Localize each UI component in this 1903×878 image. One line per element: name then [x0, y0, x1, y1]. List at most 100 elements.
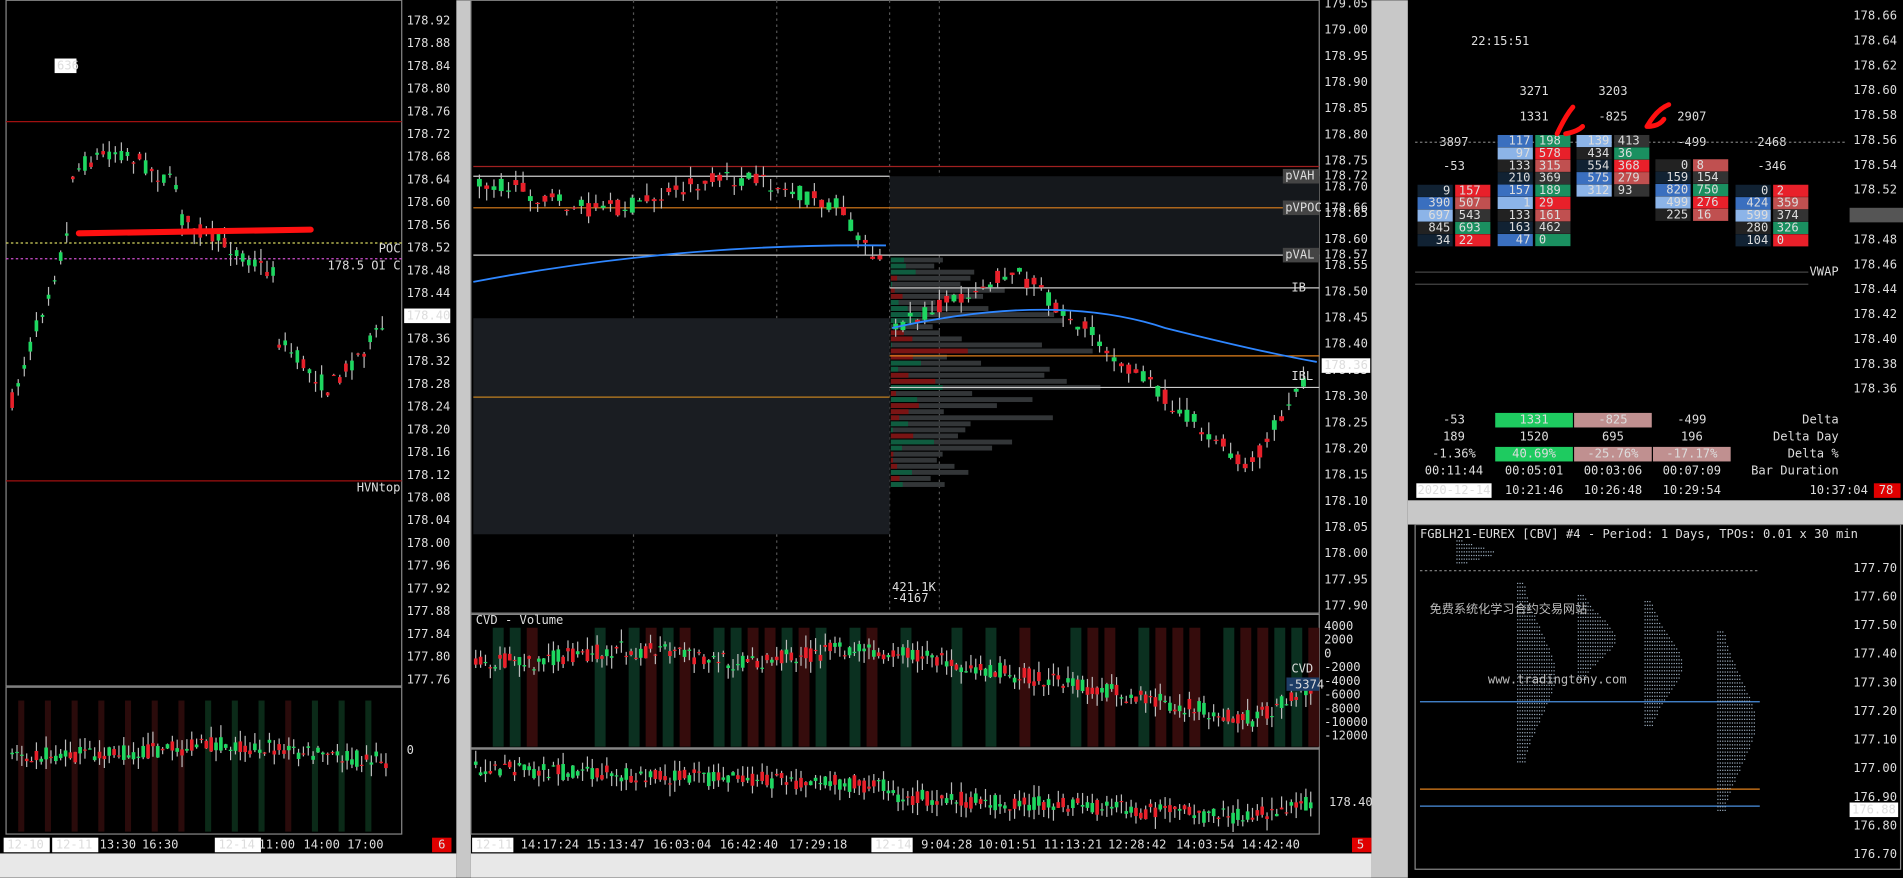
tpo-dot: [1741, 722, 1743, 724]
candle: [1056, 802, 1061, 808]
candle: [855, 235, 861, 241]
tpo-dot: [1722, 722, 1724, 724]
candle: [842, 655, 847, 657]
tpo-dot: [1526, 677, 1528, 679]
tpo-dot: [1654, 695, 1656, 697]
tpo-dot: [1731, 747, 1734, 750]
tpo-dot: [1719, 704, 1721, 706]
candle: [760, 174, 766, 177]
time-label: 14:17:24: [521, 837, 579, 851]
tpo-dot: [1656, 666, 1658, 668]
tpo-dot: [1597, 660, 1599, 662]
tpo-dot: [1543, 684, 1545, 686]
highlight-box: [1455, 209, 1491, 222]
tpo-dot: [1646, 717, 1649, 719]
candle: [622, 209, 628, 211]
tpo-dot: [1589, 667, 1592, 669]
highlight-box: [1614, 134, 1650, 148]
highlight-box: [1574, 412, 1652, 428]
tpo-dot: [1531, 630, 1533, 632]
candle: [1197, 810, 1201, 813]
candle: [819, 199, 825, 208]
tpo-dot: [1577, 649, 1579, 651]
tpo-dot: [1651, 608, 1653, 610]
candle: [1027, 804, 1031, 811]
tpo-dot: [1729, 726, 1731, 728]
tpo-dot: [1531, 626, 1533, 628]
scrollbar[interactable]: [470, 853, 1372, 878]
tpo-dot: [1546, 688, 1548, 690]
tpo-dot: [1678, 662, 1680, 665]
highlight-box: [1417, 209, 1453, 222]
candle: [1279, 696, 1284, 708]
tpo-dot: [1651, 637, 1653, 639]
tpo-dot: [1729, 777, 1731, 779]
tpo-dot: [1580, 649, 1582, 651]
tpo-dot: [1722, 653, 1724, 655]
tpo-dot: [1524, 615, 1526, 617]
candle: [1032, 797, 1036, 810]
stat-cell: 00:11:44: [1425, 464, 1483, 478]
tpo-dot: [1644, 673, 1646, 676]
tpo-dot: [1680, 662, 1683, 665]
tpo-dot: [1727, 678, 1729, 680]
tpo-dot: [1577, 645, 1579, 648]
tpo-dot: [1724, 696, 1726, 699]
candle: [1100, 687, 1104, 693]
tpo-dot: [1524, 590, 1526, 592]
candle: [1037, 796, 1041, 806]
tpo-dot: [1531, 615, 1533, 617]
candle: [141, 745, 146, 758]
tpo-dot: [1519, 648, 1521, 650]
candle: [750, 773, 755, 786]
tpo-dot: [1719, 660, 1721, 662]
tpo-dot: [1649, 615, 1651, 617]
candle: [614, 646, 619, 649]
tpo-dot: [1719, 649, 1721, 651]
candle: [920, 789, 925, 800]
candle: [368, 335, 372, 343]
tpo-dot: [1744, 696, 1746, 699]
tpo-dot: [1521, 637, 1524, 639]
tpo-dot: [1529, 630, 1531, 632]
highlight-box: [871, 837, 913, 853]
candle: [168, 173, 172, 175]
tpo-dot: [1519, 695, 1521, 697]
tpo-dot: [1666, 651, 1668, 654]
tpo-dot: [1748, 715, 1751, 717]
candle: [784, 649, 789, 655]
tpo-dot: [1644, 601, 1646, 603]
tpo-dot: [1661, 626, 1663, 628]
tpo-dot: [1534, 619, 1536, 621]
tpo-dot: [1719, 696, 1721, 699]
tpo-dot: [1599, 649, 1601, 651]
tpo-dot: [1529, 721, 1531, 723]
tpo-dot: [1529, 724, 1531, 727]
candle: [345, 751, 349, 761]
tpo-dot: [1577, 605, 1579, 608]
tpo-dot: [1739, 744, 1741, 746]
candle: [1002, 276, 1008, 280]
tpo-dot: [1654, 637, 1656, 639]
candle: [978, 799, 983, 804]
volume-profile: [890, 451, 943, 457]
tpo-dot: [1526, 633, 1528, 636]
tpo-dot: [1517, 750, 1519, 752]
tpo-dot: [1751, 707, 1753, 710]
tpo-dot: [1753, 711, 1755, 713]
candle: [644, 195, 650, 202]
tpo-dot: [1604, 627, 1606, 629]
scrollbar[interactable]: [0, 853, 457, 878]
tpo-dot: [1731, 664, 1734, 666]
tpo-dot: [1671, 659, 1673, 661]
candle: [271, 267, 275, 276]
tpo-dot: [1611, 638, 1613, 640]
tpo-dot: [1739, 693, 1741, 695]
candle: [1053, 302, 1059, 313]
tpo-dot: [1577, 671, 1579, 673]
highlight-box: [1455, 184, 1491, 197]
tpo-dot: [1577, 594, 1579, 597]
highlight-box: [1497, 221, 1533, 234]
tpo-dot: [1729, 664, 1731, 666]
tpo-dot: [1722, 780, 1724, 782]
